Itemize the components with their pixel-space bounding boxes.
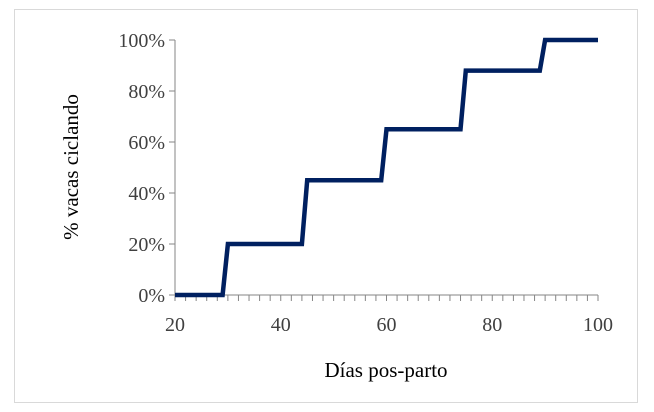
y-tick-label: 40% xyxy=(128,183,165,205)
series xyxy=(175,37,598,298)
y-tick-label: 20% xyxy=(128,234,165,256)
series-line xyxy=(175,37,598,298)
y-tick-label: 0% xyxy=(138,285,165,307)
x-tick-label: 60 xyxy=(377,314,397,336)
x-axis-title: Días pos-parto xyxy=(324,358,447,382)
axes xyxy=(174,40,598,296)
x-tick-label: 20 xyxy=(165,314,185,336)
y-tick-label: 100% xyxy=(118,30,165,52)
y-axis-title: % vacas ciclando xyxy=(59,94,83,240)
y-tick-label: 60% xyxy=(128,132,165,154)
chart-frame xyxy=(14,9,638,403)
y-tick-label: 80% xyxy=(128,81,165,103)
x-tick-label: 80 xyxy=(482,314,502,336)
x-tick-label: 100 xyxy=(583,314,613,336)
ticks: 0% 20% 40% 60% 80% 100% 20 40 60 80 100 xyxy=(118,30,613,336)
x-tick-label: 40 xyxy=(271,314,291,336)
